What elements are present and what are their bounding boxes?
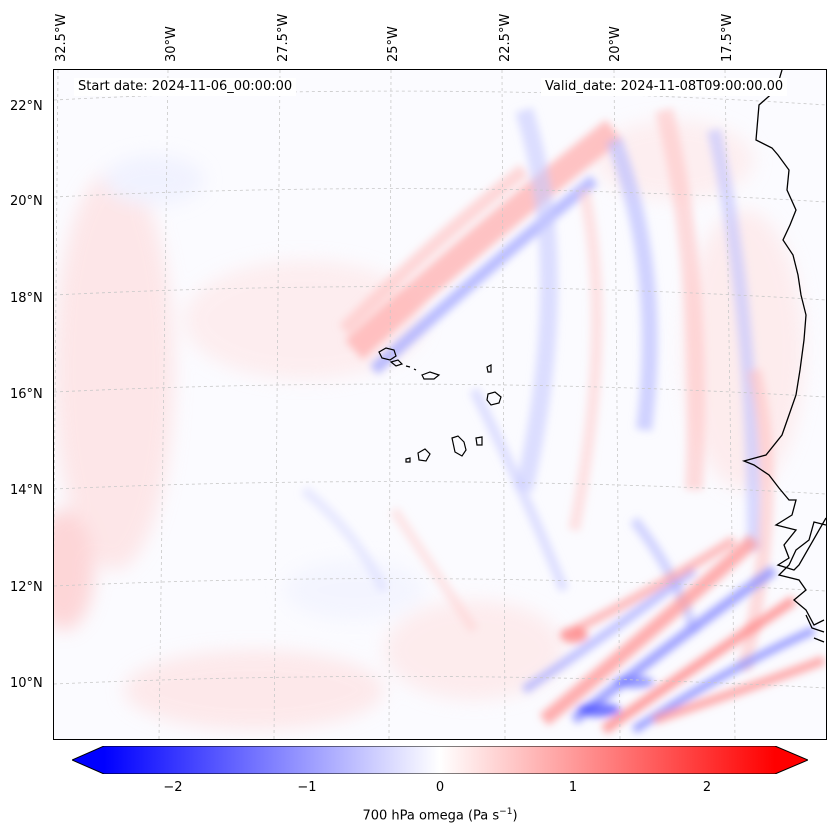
colorbar-extend-low bbox=[72, 746, 104, 774]
lon-label-30w: 30°W bbox=[164, 26, 179, 62]
gridlines bbox=[54, 70, 826, 739]
colorbar bbox=[72, 746, 808, 774]
lon-label-25w: 25°W bbox=[386, 26, 401, 62]
lat-label-22n: 22°N bbox=[10, 99, 43, 114]
colorbar-tick-label-0: 0 bbox=[435, 780, 445, 795]
colorbar-title-superscript: −1 bbox=[499, 807, 513, 817]
start-date-label: Start date: 2024-11-06_00:00:00 bbox=[74, 78, 297, 96]
lat-label-14n: 14°N bbox=[10, 483, 43, 498]
lat-label-20n: 20°N bbox=[10, 194, 43, 209]
colorbar-tick-label-2: 2 bbox=[702, 780, 712, 795]
lon-label-27-5w: 27.5°W bbox=[276, 13, 291, 62]
valid-date-label: Valid_date: 2024-11-08T09:00:00.00 bbox=[541, 78, 788, 96]
lat-label-10n: 10°N bbox=[10, 676, 43, 691]
cape-verde-islands bbox=[378, 347, 502, 463]
lon-label-17-5w: 17.5°W bbox=[720, 13, 735, 62]
africa-coastline bbox=[741, 70, 826, 571]
colorbar-title: 700 hPa omega (Pa s−1) bbox=[362, 807, 517, 823]
colorbar-gradient bbox=[104, 746, 775, 774]
lat-label-16n: 16°N bbox=[10, 387, 43, 402]
omega-southeast-streaks bbox=[521, 534, 826, 735]
lat-label-12n: 12°N bbox=[10, 580, 43, 595]
omega-field-map bbox=[54, 70, 826, 739]
colorbar-title-text: 700 hPa omega (Pa s bbox=[362, 808, 500, 824]
map-panel[interactable] bbox=[53, 69, 827, 740]
lon-label-32-5w: 32.5°W bbox=[54, 13, 69, 62]
lon-label-20w: 20°W bbox=[608, 26, 623, 62]
colorbar-tick-label-minus2: −2 bbox=[163, 780, 183, 795]
colorbar-tick-label-minus1: −1 bbox=[297, 780, 317, 795]
africa-coastline-south bbox=[777, 521, 826, 643]
lon-label-22-5w: 22.5°W bbox=[498, 13, 513, 62]
lat-label-18n: 18°N bbox=[10, 291, 43, 306]
omega-diagonal-bands bbox=[300, 107, 774, 672]
colorbar-tick-label-1: 1 bbox=[568, 780, 578, 795]
colorbar-extend-high bbox=[775, 746, 808, 774]
colorbar-title-end: ) bbox=[512, 808, 518, 824]
